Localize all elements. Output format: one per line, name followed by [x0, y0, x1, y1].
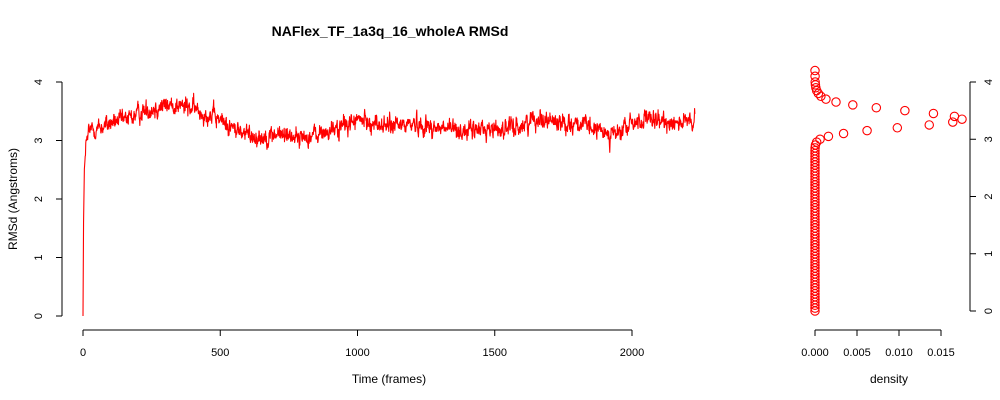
x-tick-label: 1000 — [345, 347, 369, 359]
density-x-axis: 0.000 0.005 0.010 0.015 — [801, 329, 955, 359]
density-point — [810, 143, 820, 153]
density-points — [810, 65, 967, 316]
rmsd-series-line — [82, 92, 696, 317]
density-point — [815, 134, 825, 145]
x-tick-label: 500 — [211, 347, 229, 359]
y-axis-label: RMSd (Angstroms) — [6, 148, 20, 250]
density-x-axis-label: density — [870, 372, 908, 386]
density-point — [892, 123, 903, 133]
density-point — [823, 131, 834, 142]
density-y-tick-label: 4 — [983, 79, 995, 85]
density-point — [821, 94, 831, 104]
density-y-tick-label: 2 — [983, 193, 995, 199]
density-point — [811, 137, 822, 147]
x-axis: 0 500 1000 1500 2000 — [80, 329, 644, 359]
density-y-tick-label: 3 — [983, 136, 995, 142]
density-point — [900, 105, 910, 116]
x-tick-label: 0 — [80, 347, 86, 359]
y-axis: 0 1 2 3 4 — [33, 79, 63, 319]
y-tick-label: 0 — [33, 313, 45, 319]
density-point — [924, 120, 934, 130]
density-y-tick-label: 0 — [983, 308, 995, 314]
y-tick-label: 2 — [33, 196, 45, 202]
density-x-tick-label: 0.010 — [885, 347, 913, 359]
density-point — [810, 65, 820, 76]
density-x-tick-label: 0.015 — [927, 347, 955, 359]
density-y-axis: 0 1 2 3 4 — [969, 79, 995, 314]
density-point — [848, 100, 858, 110]
density-y-tick-label: 1 — [983, 251, 995, 257]
chart-title: NAFlex_TF_1a3q_16_wholeA RMSd — [272, 23, 509, 39]
y-tick-label: 3 — [33, 137, 45, 143]
x-tick-label: 2000 — [620, 347, 644, 359]
density-point — [949, 111, 960, 122]
rmsd-time-plot: 0 500 1000 1500 2000 0 1 2 3 4 Time (frames) RMS… — [6, 79, 696, 386]
density-point — [831, 97, 841, 107]
density-point — [862, 125, 872, 136]
density-plot: 0.000 0.005 0.010 0.015 0 1 2 3 4 density — [801, 65, 995, 386]
density-x-tick-label: 0.005 — [843, 347, 871, 359]
density-point — [810, 71, 820, 82]
x-tick-label: 1500 — [483, 347, 507, 359]
density-point — [810, 77, 820, 87]
density-point — [928, 108, 939, 119]
density-x-tick-label: 0.000 — [801, 347, 829, 359]
x-axis-label: Time (frames) — [352, 372, 426, 386]
y-tick-label: 4 — [33, 79, 45, 85]
density-point — [813, 88, 824, 99]
y-tick-label: 1 — [33, 254, 45, 260]
density-point — [948, 117, 958, 127]
density-point — [871, 103, 882, 113]
density-point — [838, 128, 849, 139]
